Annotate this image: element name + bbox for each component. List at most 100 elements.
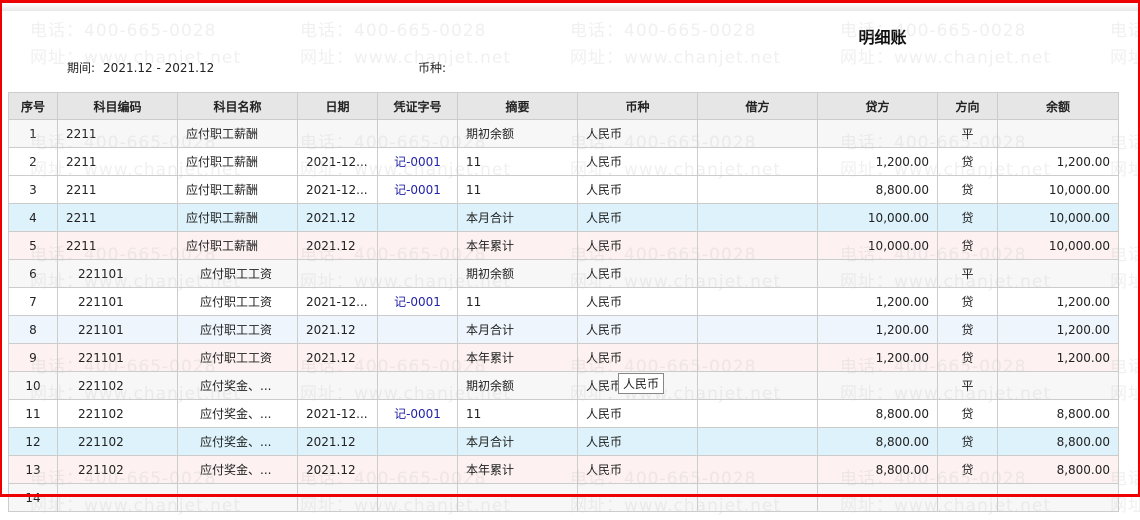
column-header[interactable]: 日期 — [297, 92, 378, 120]
cell-debit — [697, 399, 818, 428]
cell-direction: 贷 — [937, 315, 998, 344]
cell-direction: 贷 — [937, 343, 998, 372]
cell-account-code: 2211 — [57, 203, 178, 232]
cell-debit — [697, 231, 818, 260]
cell-account-name: 应付职工工资 — [177, 343, 298, 372]
table-row[interactable]: 8 221101 应付职工工资 2021.12 本月合计 人民币 1,200.00 贷 1,20… — [8, 315, 1119, 344]
cell-currency: 人民币 — [577, 427, 698, 456]
cell-account-code: 221101 — [57, 259, 178, 288]
table-row[interactable]: 14 — [8, 483, 1119, 512]
table-row[interactable]: 1 2211 应付职工薪酬 期初余额 人民币 平 — [8, 119, 1119, 148]
column-header[interactable]: 方向 — [937, 92, 998, 120]
column-header[interactable]: 币种 — [577, 92, 698, 120]
cell-direction: 平 — [937, 371, 998, 400]
cell-date: 2021.12 — [297, 343, 378, 372]
cell-debit — [697, 455, 818, 484]
cell-account-name: 应付职工工资 — [177, 315, 298, 344]
cell-currency: 人民币 — [577, 175, 698, 204]
cell-date: 2021-12... — [297, 147, 378, 176]
cell-summary: 本年累计 — [457, 343, 578, 372]
column-header[interactable]: 凭证字号 — [377, 92, 458, 120]
cell-debit — [697, 427, 818, 456]
cell-balance: 10,000.00 — [997, 231, 1119, 260]
cell-currency: 人民币 — [577, 259, 698, 288]
cell-debit — [697, 147, 818, 176]
cell-balance: 1,200.00 — [997, 315, 1119, 344]
cell-voucher-no[interactable]: 记-0001 — [377, 147, 458, 176]
tooltip: 人民币 — [618, 373, 665, 394]
cell-summary: 11 — [457, 287, 578, 316]
cell-direction: 贷 — [937, 427, 998, 456]
cell-direction: 平 — [937, 259, 998, 288]
cell-voucher-no[interactable]: 记-0001 — [377, 399, 458, 428]
table-row[interactable]: 13 221102 应付奖金、... 2021.12 本年累计 人民币 8,800.00 贷 8… — [8, 455, 1119, 484]
cell-date: 2021-12... — [297, 175, 378, 204]
column-header[interactable]: 余额 — [997, 92, 1119, 120]
table-row[interactable]: 9 221101 应付职工工资 2021.12 本年累计 人民币 1,200.00 贷 1,20… — [8, 343, 1119, 372]
cell-balance: 10,000.00 — [997, 203, 1119, 232]
column-header[interactable]: 摘要 — [457, 92, 578, 120]
table-row[interactable]: 2 2211 应付职工薪酬 2021-12... 记-0001 11 人民币 1,200.00… — [8, 147, 1119, 176]
cell-seq: 8 — [8, 315, 58, 344]
column-header[interactable]: 借方 — [697, 92, 818, 120]
cell-date: 2021.12 — [297, 231, 378, 260]
table-row[interactable]: 5 2211 应付职工薪酬 2021.12 本年累计 人民币 10,000.00 贷 10,00… — [8, 231, 1119, 260]
table-row[interactable]: 7 221101 应付职工工资 2021-12... 记-0001 11 人民币 1,200.… — [8, 287, 1119, 316]
table-row[interactable]: 6 221101 应付职工工资 期初余额 人民币 平 — [8, 259, 1119, 288]
cell-credit: 1,200.00 — [817, 287, 938, 316]
cell-account-name: 应付奖金、... — [177, 371, 298, 400]
cell-summary: 期初余额 — [457, 119, 578, 148]
cell-currency: 人民币 — [577, 147, 698, 176]
column-header[interactable]: 科目名称 — [177, 92, 298, 120]
cell-date — [297, 119, 378, 148]
column-header[interactable]: 科目编码 — [57, 92, 178, 120]
column-header[interactable]: 序号 — [8, 92, 58, 120]
cell-account-code: 2211 — [57, 147, 178, 176]
cell-voucher-no[interactable]: 记-0001 — [377, 175, 458, 204]
cell-account-name: 应付职工薪酬 — [177, 175, 298, 204]
watermark-text: 网址：www.chanjet.net — [570, 48, 782, 68]
cell-voucher-no[interactable]: 记-0001 — [377, 287, 458, 316]
cell-account-name: 应付奖金、... — [177, 399, 298, 428]
period-value: 2021.12 - 2021.12 — [103, 61, 215, 75]
cell-account-code: 221101 — [57, 315, 178, 344]
period-info: 期间: 2021.12 - 2021.12 — [67, 59, 222, 76]
table-row[interactable]: 12 221102 应付奖金、... 2021.12 本月合计 人民币 8,800.00 贷 8… — [8, 427, 1119, 456]
cell-account-name — [177, 483, 298, 512]
cell-balance: 8,800.00 — [997, 399, 1119, 428]
cell-summary: 本月合计 — [457, 427, 578, 456]
table-row[interactable]: 10 221102 应付奖金、... 期初余额 人民币 平 — [8, 371, 1119, 400]
cell-debit — [697, 315, 818, 344]
cell-seq: 11 — [8, 399, 58, 428]
cell-currency: 人民币 — [577, 203, 698, 232]
table-row[interactable]: 4 2211 应付职工薪酬 2021.12 本月合计 人民币 10,000.00 贷 10,00… — [8, 203, 1119, 232]
cell-account-name: 应付职工工资 — [177, 259, 298, 288]
cell-currency: 人民币 — [577, 119, 698, 148]
cell-summary: 11 — [457, 399, 578, 428]
cell-currency — [577, 483, 698, 512]
cell-account-name: 应付奖金、... — [177, 427, 298, 456]
cell-account-code: 2211 — [57, 119, 178, 148]
column-header[interactable]: 贷方 — [817, 92, 938, 120]
cell-seq: 5 — [8, 231, 58, 260]
cell-credit: 8,800.00 — [817, 175, 938, 204]
cell-balance: 8,800.00 — [997, 455, 1119, 484]
cell-balance: 1,200.00 — [997, 343, 1119, 372]
cell-summary: 11 — [457, 147, 578, 176]
cell-credit — [817, 371, 938, 400]
cell-balance — [997, 119, 1119, 148]
cell-account-code: 221102 — [57, 399, 178, 428]
cell-seq: 4 — [8, 203, 58, 232]
cell-voucher-no — [377, 427, 458, 456]
table-row[interactable]: 11 221102 应付奖金、... 2021-12... 记-0001 11 人民币 8,8… — [8, 399, 1119, 428]
cell-credit: 1,200.00 — [817, 343, 938, 372]
cell-currency: 人民币 — [577, 315, 698, 344]
cell-date: 2021.12 — [297, 427, 378, 456]
table-row[interactable]: 3 2211 应付职工薪酬 2021-12... 记-0001 11 人民币 8,800.00… — [8, 175, 1119, 204]
cell-seq: 7 — [8, 287, 58, 316]
cell-account-name: 应付职工薪酬 — [177, 119, 298, 148]
cell-voucher-no — [377, 455, 458, 484]
cell-direction — [937, 483, 998, 512]
cell-balance: 1,200.00 — [997, 287, 1119, 316]
cell-currency: 人民币 — [577, 287, 698, 316]
